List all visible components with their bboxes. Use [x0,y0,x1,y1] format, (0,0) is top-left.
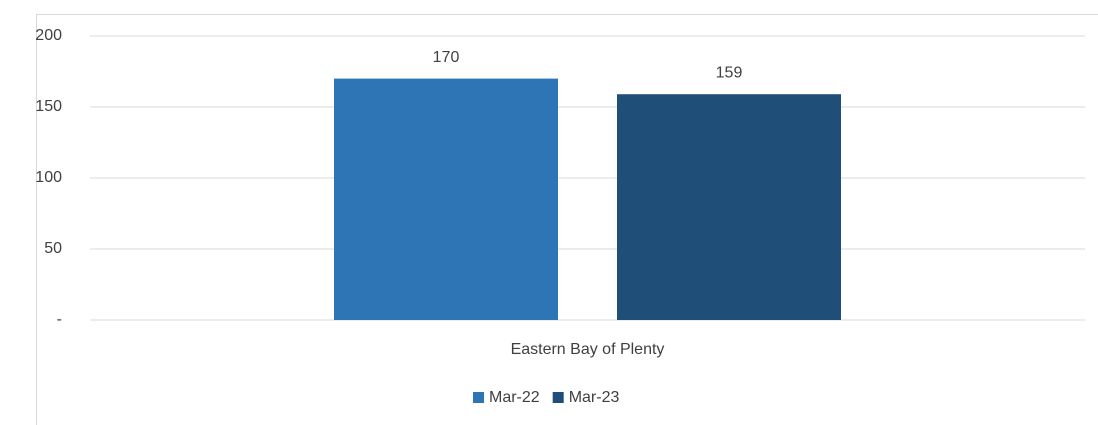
data-label: 170 [433,49,460,66]
data-label: 159 [716,64,743,81]
legend-label: Mar-23 [569,389,620,406]
bar [617,94,841,320]
x-tick-label: Eastern Bay of Plenty [511,341,665,358]
legend-swatch [473,392,484,403]
legend-label: Mar-22 [489,389,540,406]
y-tick-label: 50 [44,240,62,257]
bar [334,78,558,320]
chart-frame [36,14,1098,425]
legend-swatch [552,392,564,403]
y-tick-label: 100 [35,169,62,186]
y-tick-label: 150 [35,98,62,115]
y-tick-label: - [57,311,62,328]
y-tick-label: 200 [35,27,62,44]
